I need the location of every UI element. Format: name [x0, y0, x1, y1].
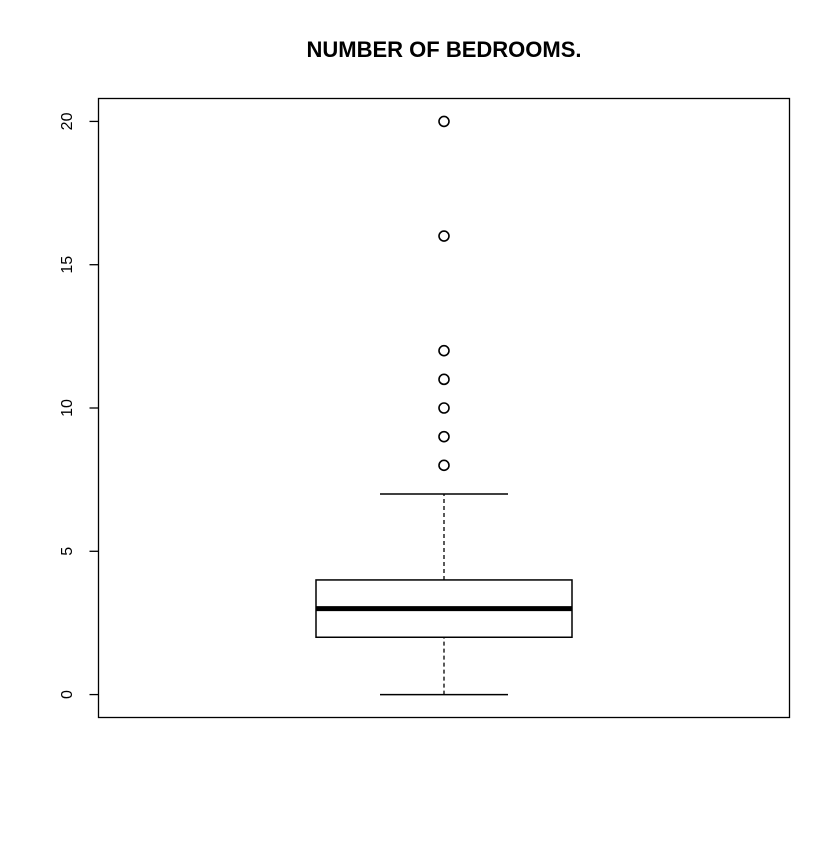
outlier-point-11: [438, 373, 450, 386]
y-tick-label-20: 20: [59, 112, 76, 130]
box-plot: [315, 493, 573, 696]
y-tick-label-10: 10: [59, 399, 76, 417]
outlier-points: [438, 115, 450, 472]
outlier-point-10: [438, 402, 450, 414]
outlier-point-20: [438, 115, 450, 128]
outlier-point-8: [438, 459, 450, 472]
outlier-point-9: [438, 430, 450, 443]
y-axis: 0 5 10 15 20: [59, 112, 99, 699]
chart-title: NUMBER OF BEDROOMS.: [307, 37, 582, 62]
y-tick-label-0: 0: [59, 690, 76, 699]
outlier-point-16: [438, 230, 450, 242]
outlier-point-12: [438, 344, 450, 357]
y-tick-label-5: 5: [59, 547, 76, 556]
y-tick-label-15: 15: [59, 256, 76, 274]
